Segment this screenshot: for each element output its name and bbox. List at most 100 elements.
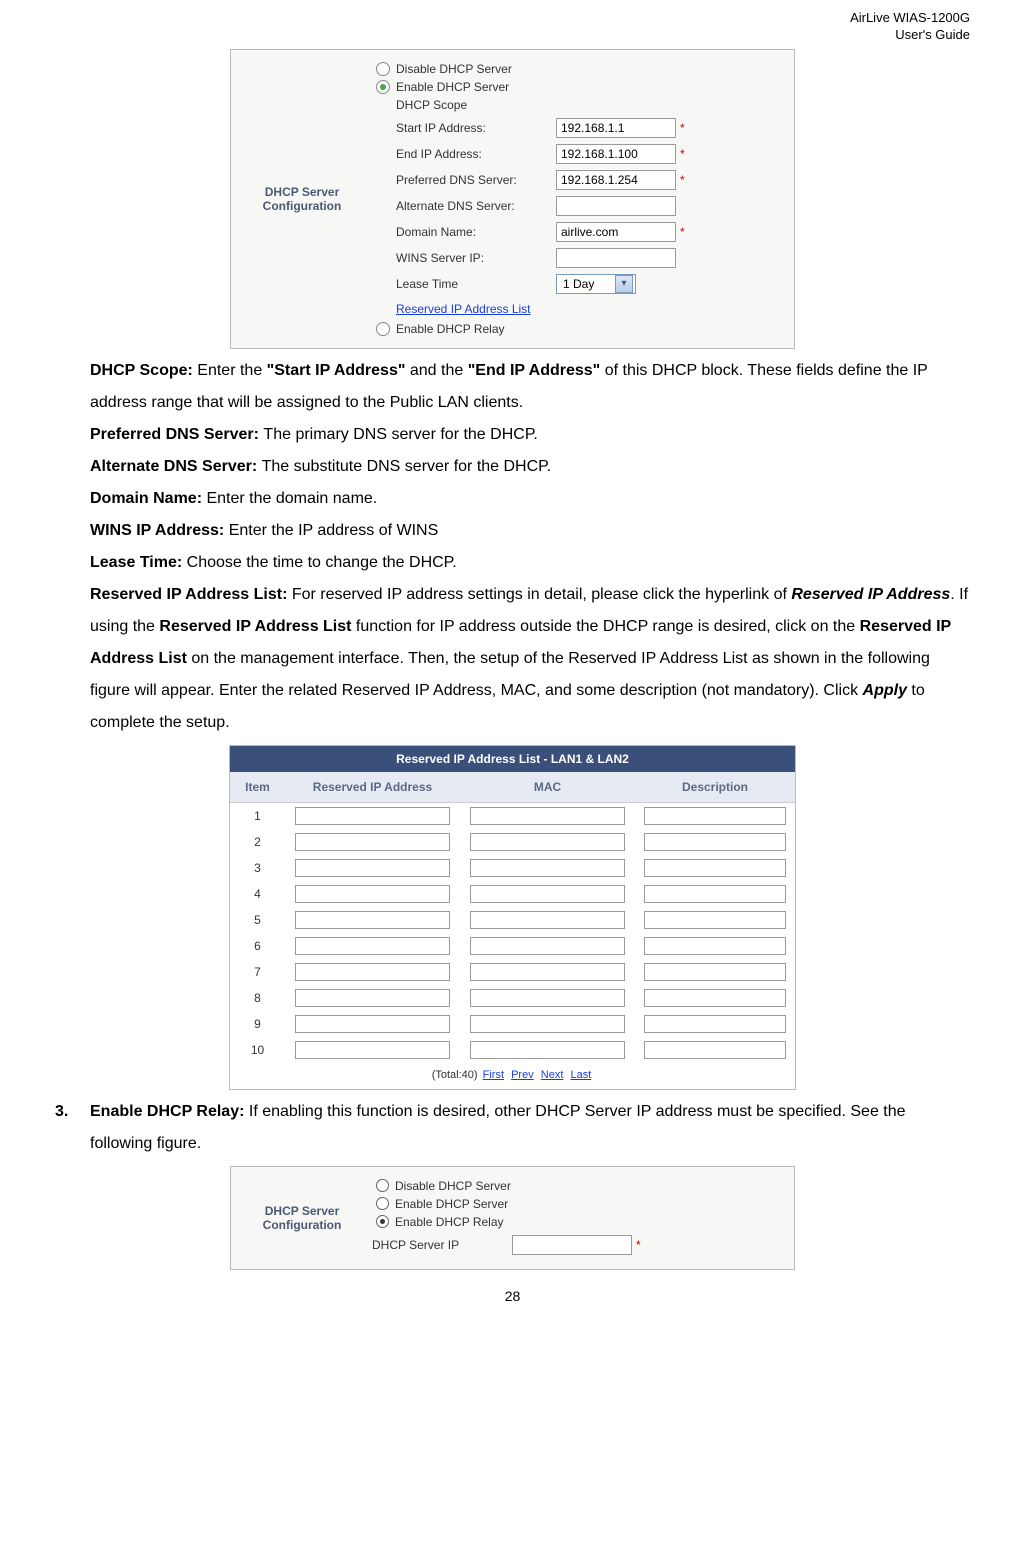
radio-relay-fig3[interactable]: Enable DHCP Relay bbox=[372, 1215, 784, 1229]
radio-disable-dhcp[interactable]: Disable DHCP Server bbox=[372, 62, 784, 76]
dhcp-relay-figure: DHCP Server Configuration Disable DHCP S… bbox=[230, 1166, 795, 1270]
cell bbox=[285, 1037, 460, 1063]
link-next[interactable]: Next bbox=[541, 1069, 564, 1081]
cell bbox=[635, 855, 795, 881]
label-domain: Domain Name: bbox=[396, 225, 556, 239]
cell-input[interactable] bbox=[470, 989, 625, 1007]
cell bbox=[460, 907, 635, 933]
table-row: 10 bbox=[230, 1037, 795, 1063]
label-end-ip: End IP Address: bbox=[396, 147, 556, 161]
radio-icon bbox=[376, 62, 390, 76]
cell-input[interactable] bbox=[295, 859, 450, 877]
select-lease[interactable]: 1 Day ▾ bbox=[556, 274, 636, 294]
radio-icon bbox=[376, 1179, 389, 1192]
cell bbox=[635, 959, 795, 985]
cell bbox=[460, 881, 635, 907]
cell-input[interactable] bbox=[295, 963, 450, 981]
row-dhcp-server-ip: DHCP Server IP * bbox=[372, 1235, 784, 1255]
input-dhcp-server-ip[interactable] bbox=[512, 1235, 632, 1255]
radio-enable-label-fig3: Enable DHCP Server bbox=[395, 1197, 508, 1211]
para-pref-dns: Preferred DNS Server: The primary DNS se… bbox=[55, 419, 970, 451]
chevron-down-icon: ▾ bbox=[615, 275, 633, 293]
cell-input[interactable] bbox=[644, 963, 786, 981]
cell-input[interactable] bbox=[644, 807, 786, 825]
radio-disable-fig3[interactable]: Disable DHCP Server bbox=[372, 1179, 784, 1193]
cell bbox=[285, 1011, 460, 1037]
row-lease: Lease Time 1 Day ▾ bbox=[396, 274, 784, 294]
radio-relay-label-fig1: Enable DHCP Relay bbox=[396, 322, 505, 336]
link-prev[interactable]: Prev bbox=[511, 1069, 534, 1081]
required-star: * bbox=[636, 1238, 641, 1252]
reserved-ip-link[interactable]: Reserved IP Address List bbox=[396, 302, 531, 316]
cell-input[interactable] bbox=[470, 859, 625, 877]
cell bbox=[460, 1011, 635, 1037]
radio-disable-label: Disable DHCP Server bbox=[396, 62, 512, 76]
cell-input[interactable] bbox=[295, 937, 450, 955]
radio-enable-fig3[interactable]: Enable DHCP Server bbox=[372, 1197, 784, 1211]
cell-input[interactable] bbox=[470, 807, 625, 825]
cell-input[interactable] bbox=[470, 1041, 625, 1059]
input-alt-dns[interactable] bbox=[556, 196, 676, 216]
cell-item-number: 2 bbox=[230, 829, 285, 855]
link-last[interactable]: Last bbox=[570, 1069, 591, 1081]
cell-input[interactable] bbox=[295, 1015, 450, 1033]
radio-icon bbox=[376, 1197, 389, 1210]
cell-input[interactable] bbox=[470, 963, 625, 981]
input-start-ip[interactable] bbox=[556, 118, 676, 138]
cell bbox=[460, 829, 635, 855]
para-lease: Lease Time: Choose the time to change th… bbox=[55, 547, 970, 579]
cell bbox=[635, 881, 795, 907]
cell-input[interactable] bbox=[470, 937, 625, 955]
cell-input[interactable] bbox=[295, 885, 450, 903]
cell-input[interactable] bbox=[295, 1041, 450, 1059]
cell-item-number: 6 bbox=[230, 933, 285, 959]
label-alt-dns: Alternate DNS Server: bbox=[396, 199, 556, 213]
cell-input[interactable] bbox=[644, 911, 786, 929]
cell bbox=[460, 855, 635, 881]
cell-input[interactable] bbox=[644, 885, 786, 903]
cell-input[interactable] bbox=[295, 807, 450, 825]
cell bbox=[285, 881, 460, 907]
cell-input[interactable] bbox=[470, 911, 625, 929]
required-star: * bbox=[680, 173, 685, 187]
label-lease: Lease Time bbox=[396, 277, 556, 291]
input-wins[interactable] bbox=[556, 248, 676, 268]
cell-input[interactable] bbox=[470, 833, 625, 851]
radio-icon bbox=[376, 322, 390, 336]
cell bbox=[635, 829, 795, 855]
col-mac: MAC bbox=[460, 772, 635, 803]
cell-input[interactable] bbox=[295, 989, 450, 1007]
reserved-ip-list-figure: Reserved IP Address List - LAN1 & LAN2 I… bbox=[229, 745, 796, 1090]
radio-enable-relay-fig1[interactable]: Enable DHCP Relay bbox=[372, 322, 784, 336]
cell bbox=[285, 829, 460, 855]
fig2-title: Reserved IP Address List - LAN1 & LAN2 bbox=[230, 746, 795, 772]
input-domain[interactable] bbox=[556, 222, 676, 242]
para-reserved: Reserved IP Address List: For reserved I… bbox=[55, 579, 970, 739]
cell-input[interactable] bbox=[470, 885, 625, 903]
cell-input[interactable] bbox=[644, 833, 786, 851]
cell bbox=[285, 933, 460, 959]
para-domain: Domain Name: Enter the domain name. bbox=[55, 483, 970, 515]
table-row: 8 bbox=[230, 985, 795, 1011]
cell-input[interactable] bbox=[470, 1015, 625, 1033]
cell-input[interactable] bbox=[644, 989, 786, 1007]
cell-input[interactable] bbox=[295, 911, 450, 929]
cell bbox=[285, 802, 460, 829]
input-pref-dns[interactable] bbox=[556, 170, 676, 190]
cell-input[interactable] bbox=[295, 833, 450, 851]
cell-input[interactable] bbox=[644, 1041, 786, 1059]
cell bbox=[460, 802, 635, 829]
cell-input[interactable] bbox=[644, 1015, 786, 1033]
item-3-text: Enable DHCP Relay: If enabling this func… bbox=[90, 1096, 970, 1160]
cell bbox=[285, 959, 460, 985]
cell-input[interactable] bbox=[644, 859, 786, 877]
cell bbox=[635, 1011, 795, 1037]
link-first[interactable]: First bbox=[483, 1069, 504, 1081]
radio-enable-dhcp[interactable]: Enable DHCP Server bbox=[372, 80, 784, 94]
col-item: Item bbox=[230, 772, 285, 803]
input-end-ip[interactable] bbox=[556, 144, 676, 164]
radio-disable-label-fig3: Disable DHCP Server bbox=[395, 1179, 511, 1193]
row-alt-dns: Alternate DNS Server: bbox=[396, 196, 784, 216]
fig3-right: Disable DHCP Server Enable DHCP Server E… bbox=[372, 1175, 784, 1261]
cell-input[interactable] bbox=[644, 937, 786, 955]
